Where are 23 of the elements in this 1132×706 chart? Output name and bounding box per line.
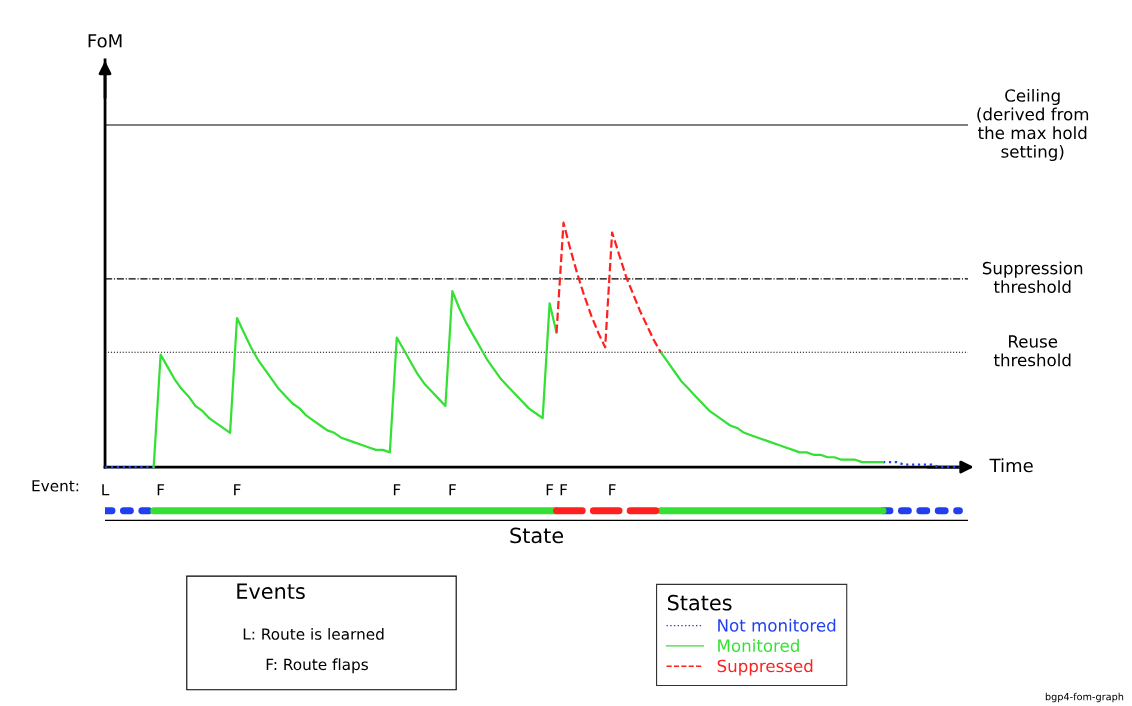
x-axis-title: Time <box>989 458 1033 473</box>
legend-label: Suppressed <box>717 659 813 676</box>
legend-label: Monitored <box>718 639 799 652</box>
text: bgp4-fom-graph <box>1045 692 1124 703</box>
text: State <box>510 527 564 544</box>
ref-line-label: Reuse threshold <box>993 335 1071 367</box>
ref-line-label: Ceiling (derived from the max hold setting) <box>977 88 1089 162</box>
x-tick-label: F <box>234 484 241 496</box>
text: Events <box>237 583 305 600</box>
x-tick-label: F <box>449 484 456 496</box>
x-tick-label: F <box>546 484 554 496</box>
text: Event: <box>32 480 79 492</box>
text: FoM <box>88 34 122 48</box>
ref-line-label: Suppression threshold <box>982 261 1083 294</box>
x-tick-label: F <box>157 484 165 496</box>
x-tick-label: F <box>393 484 401 496</box>
x-tick-label: L <box>102 484 110 496</box>
x-tick-label: F <box>609 484 616 496</box>
text: F: Route flaps <box>266 658 368 674</box>
text: L: Route is learned <box>243 628 384 640</box>
legend-title: States <box>667 594 732 611</box>
x-tick-label: F <box>560 484 567 496</box>
legend-label: Not monitored <box>718 618 836 632</box>
